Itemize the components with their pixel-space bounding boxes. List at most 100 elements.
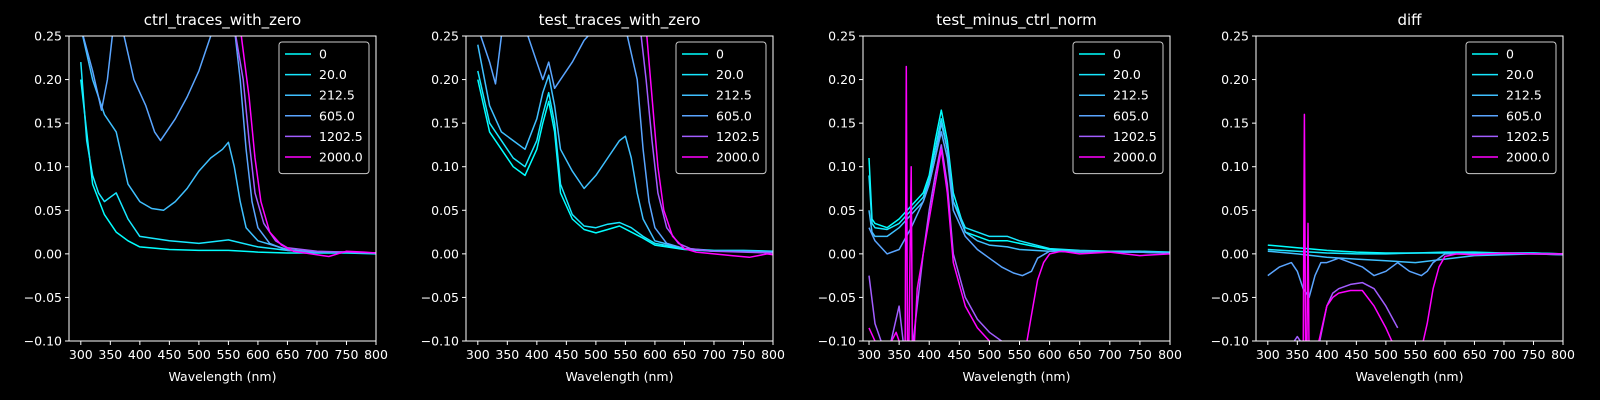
y-tick-label: 0.00 [828, 246, 856, 261]
y-tick-label: 0.00 [1221, 246, 1249, 261]
legend-label: 605.0 [1506, 108, 1542, 123]
legend-label: 0 [1506, 47, 1514, 62]
y-tick-label: 0.00 [34, 246, 62, 261]
y-tick-label: 0.10 [828, 159, 856, 174]
series-line-605.0 [1267, 253, 1563, 299]
legend-label: 605.0 [319, 108, 355, 123]
x-tick-label: 450 [1344, 347, 1368, 362]
series-line-2000.0 [868, 65, 1170, 341]
y-tick-label: 0.05 [34, 203, 62, 218]
legend-label: 0 [716, 47, 724, 62]
x-tick-label: 300 [69, 347, 93, 362]
x-axis-label: Wavelength (nm) [963, 369, 1071, 384]
x-tick-label: 800 [364, 347, 388, 362]
series-line-20.0 [477, 70, 773, 252]
x-tick-label: 500 [187, 347, 211, 362]
x-tick-label: 600 [643, 347, 667, 362]
series-group [1267, 113, 1563, 341]
y-tick-label: −0.10 [24, 334, 62, 349]
y-tick-label: 0.15 [431, 116, 459, 131]
x-axis-label: Wavelength (nm) [169, 369, 277, 384]
y-tick-label: 0.10 [431, 159, 459, 174]
x-tick-label: 750 [1522, 347, 1546, 362]
legend-label: 605.0 [716, 108, 752, 123]
legend-label: 2000.0 [1506, 150, 1550, 165]
x-tick-label: 350 [1285, 347, 1309, 362]
legend-label: 20.0 [1113, 67, 1141, 82]
x-tick-label: 600 [1038, 347, 1062, 362]
y-tick-label: 0.20 [828, 72, 856, 87]
legend-label: 212.5 [716, 88, 752, 103]
chart-title: test_traces_with_zero [539, 11, 701, 30]
legend-label: 20.0 [319, 67, 347, 82]
y-tick-label: 0.15 [34, 116, 62, 131]
x-tick-label: 550 [1403, 347, 1427, 362]
chart-title: ctrl_traces_with_zero [144, 11, 301, 30]
x-tick-label: 450 [157, 347, 181, 362]
chart-panel-4: 300 350 400 450 500 550 600 650 700 750 800 −0.10 −0… [1211, 11, 1575, 384]
x-tick-label: 500 [1374, 347, 1398, 362]
y-tick-label: −0.10 [818, 334, 856, 349]
axes-frame [465, 35, 774, 342]
legend-label: 1202.5 [1113, 129, 1157, 144]
legend-label: 1202.5 [1506, 129, 1550, 144]
x-tick-label: 350 [98, 347, 122, 362]
legend-label: 2000.0 [319, 150, 363, 165]
series-line-605.0 [82, 36, 376, 254]
x-tick-label: 400 [525, 347, 549, 362]
x-tick-label: 750 [1128, 347, 1152, 362]
x-tick-label: 650 [1463, 347, 1487, 362]
legend-label: 0 [1113, 47, 1121, 62]
series-line-1202.5 [1293, 281, 1399, 341]
x-tick-label: 700 [702, 347, 726, 362]
x-tick-label: 450 [947, 347, 971, 362]
y-tick-label: −0.10 [421, 334, 459, 349]
y-tick-label: 0.25 [34, 29, 62, 44]
y-tick-label: −0.05 [24, 290, 62, 305]
series-group [868, 65, 1170, 341]
x-tick-label: 550 [216, 347, 240, 362]
x-tick-label: 550 [1008, 347, 1032, 362]
y-tick-label: −0.10 [1211, 334, 1249, 349]
y-tick-label: 0.20 [1221, 72, 1249, 87]
legend-label: 0 [319, 47, 327, 62]
series-line-0 [80, 79, 376, 255]
axes-frame [68, 35, 377, 342]
x-tick-label: 800 [761, 347, 785, 362]
y-tick-label: 0.05 [1221, 203, 1249, 218]
x-tick-label: 650 [673, 347, 697, 362]
x-tick-label: 350 [495, 347, 519, 362]
x-tick-label: 750 [335, 347, 359, 362]
y-tick-label: 0.25 [431, 29, 459, 44]
legend-label: 212.5 [319, 88, 355, 103]
y-tick-label: 0.05 [431, 203, 459, 218]
y-tick-label: 0.15 [1221, 116, 1249, 131]
series-line-605.0 [479, 36, 773, 253]
legend-label: 2000.0 [716, 150, 760, 165]
x-tick-label: 600 [246, 347, 270, 362]
x-tick-label: 600 [1433, 347, 1457, 362]
axes-frame [1255, 35, 1564, 342]
x-tick-label: 500 [584, 347, 608, 362]
chart-title: diff [1397, 11, 1422, 29]
x-tick-label: 550 [613, 347, 637, 362]
x-tick-label: 400 [917, 347, 941, 362]
y-tick-label: 0.10 [34, 159, 62, 174]
y-tick-label: 0.20 [34, 72, 62, 87]
legend-label: 2000.0 [1113, 150, 1157, 165]
x-tick-label: 450 [554, 347, 578, 362]
y-tick-label: 0.00 [431, 246, 459, 261]
x-tick-label: 750 [732, 347, 756, 362]
legend: 0 20.0 212.5 605.0 1202.5 2000.0 [278, 41, 370, 175]
x-tick-label: 650 [276, 347, 300, 362]
y-tick-label: −0.05 [818, 290, 856, 305]
x-tick-label: 700 [1098, 347, 1122, 362]
x-tick-label: 800 [1158, 347, 1182, 362]
series-line-0 [477, 79, 773, 253]
chart-panel-3: 300 350 400 450 500 550 600 650 700 750 800 −0.10 −0… [818, 11, 1182, 384]
legend: 0 20.0 212.5 605.0 1202.5 2000.0 [675, 41, 767, 175]
y-tick-label: 0.10 [1221, 159, 1249, 174]
x-tick-label: 700 [305, 347, 329, 362]
legend: 0 20.0 212.5 605.0 1202.5 2000.0 [1465, 41, 1557, 175]
